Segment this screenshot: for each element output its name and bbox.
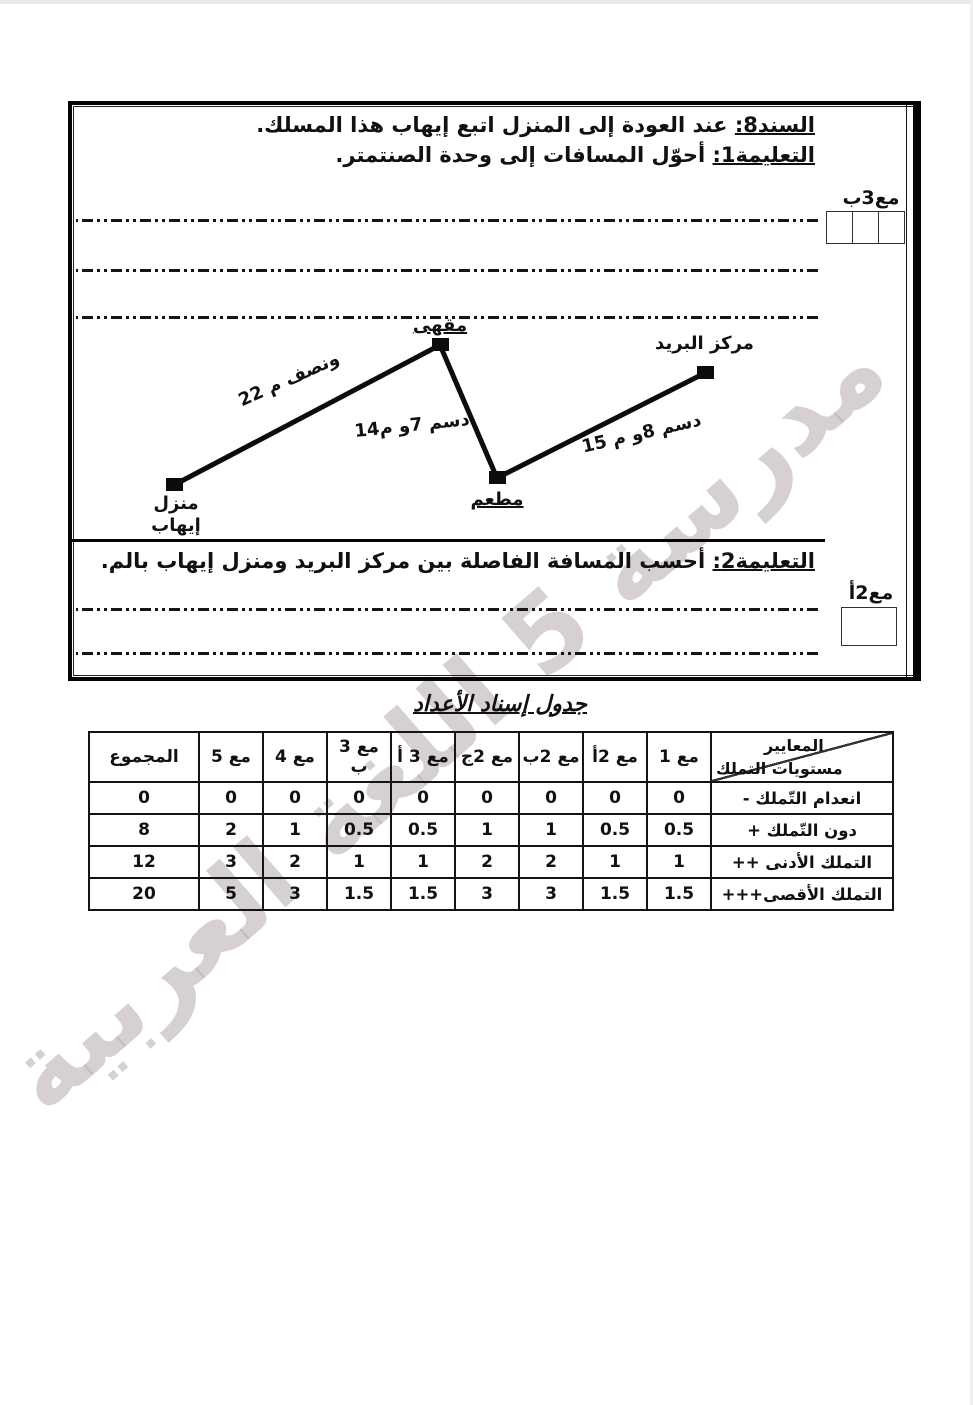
route-lines: [166, 338, 714, 491]
table-row: دون التّملك + 0.5 0.5 1 1 0.5 0.5 1 2 8: [88, 813, 894, 847]
column-header-total: المجموع: [88, 731, 200, 783]
score-cell: 1: [262, 813, 328, 847]
score-cell-total: 12: [88, 845, 200, 879]
score-cell: 1.5: [646, 877, 712, 911]
mark-grid-cell: [853, 211, 879, 244]
section2-text: التعليمة2: أحسب المسافة الفاصلة بين مركز…: [80, 547, 815, 576]
score-cell-total: 8: [88, 813, 200, 847]
score-cell: 0: [262, 781, 328, 815]
corner-label-levels: مستويات التملك: [716, 759, 843, 778]
node-label-ihab-house: منزل إيهاب: [136, 493, 216, 536]
mark-label-maa3b: مع3ب: [842, 187, 900, 209]
mark-answer-box: [841, 607, 897, 646]
score-cell: 1.5: [582, 877, 648, 911]
score-cell: 2: [518, 845, 584, 879]
score-cell: 0: [390, 781, 456, 815]
marks-column: مع3ب مع2أ: [825, 105, 917, 677]
score-cell: 0: [518, 781, 584, 815]
score-cell: 0: [646, 781, 712, 815]
score-cell-total: 0: [88, 781, 200, 815]
score-cell: 1.5: [326, 877, 392, 911]
score-cell: 1: [646, 845, 712, 879]
row-label: دون التّملك +: [710, 813, 894, 847]
exercise-content: السند8: عند العودة إلى المنزل اتبع إيهاب…: [72, 105, 825, 677]
section1-text: السند8: عند العودة إلى المنزل اتبع إيهاب…: [80, 110, 815, 171]
answer-line: [76, 652, 818, 655]
column-header: مع 1: [646, 731, 712, 783]
column-header: مع 2ب: [518, 731, 584, 783]
row-label: انعدام التّملك -: [710, 781, 894, 815]
column-header: مع 2أ: [582, 731, 648, 783]
marks-column-separator: [906, 105, 907, 677]
score-cell: 0: [198, 781, 264, 815]
node-label-restaurant: مطعم: [470, 489, 524, 510]
instruction1-label: التعليمة1:: [712, 143, 816, 168]
mark-label-maa2a: مع2أ: [848, 582, 894, 604]
answer-line: [76, 608, 818, 611]
table-row: التملك الأقصى+++ 1.5 1.5 3 3 1.5 1.5 3 5…: [88, 877, 894, 911]
score-cell: 3: [454, 877, 520, 911]
row-label: التملك الأقصى+++: [710, 877, 894, 911]
score-cell: 3: [198, 845, 264, 879]
section-divider: [72, 539, 825, 542]
score-cell: 0: [582, 781, 648, 815]
score-cell: 0: [454, 781, 520, 815]
house-label-line1: منزل: [153, 493, 199, 514]
score-cell: 1: [582, 845, 648, 879]
table-row: التملك الأدنى ++ 1 1 2 2 1 1 2 3 12: [88, 845, 894, 879]
score-cell: 2: [198, 813, 264, 847]
mark-grid-3cells: [826, 211, 905, 244]
answer-line: [76, 219, 818, 222]
sanad-text: عند العودة إلى المنزل اتبع إيهاب هذا الم…: [256, 113, 735, 137]
score-cell: 1: [518, 813, 584, 847]
score-cell: 0.5: [582, 813, 648, 847]
mark-grid-cell: [826, 211, 853, 244]
instruction2-label: التعليمة2:: [712, 549, 816, 573]
row-label: التملك الأدنى ++: [710, 845, 894, 879]
corner-label-criteria: المعايير: [764, 736, 824, 755]
instruction1-text: أحوّل المسافات إلى وحدة الصنتمتر.: [335, 143, 713, 168]
instruction1-line: التعليمة1: أحوّل المسافات إلى وحدة الصنت…: [80, 140, 815, 170]
score-cell: 3: [518, 877, 584, 911]
answer-line: [76, 316, 818, 319]
column-header: مع 2ج: [454, 731, 520, 783]
house-label-line2: إيهاب: [151, 514, 201, 536]
score-cell: 0.5: [646, 813, 712, 847]
score-cell: 3: [262, 877, 328, 911]
scan-edge-right: [970, 0, 973, 1405]
table-row: انعدام التّملك - 0 0 0 0 0 0 0 0 0: [88, 781, 894, 815]
exercise-box: مع3ب مع2أ السند8: عند العودة إلى المنزل …: [68, 101, 921, 681]
node-label-cafe: مقهى: [412, 315, 468, 336]
score-cell: 1.5: [390, 877, 456, 911]
column-header: مع 5: [198, 731, 264, 783]
sanad-line: السند8: عند العودة إلى المنزل اتبع إيهاب…: [80, 110, 815, 140]
score-table-title: جدول إسناد الأعداد: [412, 692, 587, 717]
instruction2-text: أحسب المسافة الفاصلة بين مركز البريد ومن…: [100, 549, 713, 573]
score-cell: 2: [454, 845, 520, 879]
node-label-post-office: مركز البريد: [655, 333, 754, 354]
score-table: المعايير مستويات التملك مع 1 مع 2أ مع 2ب…: [88, 731, 894, 911]
score-cell: 2: [262, 845, 328, 879]
column-header: مع 3 ب: [326, 731, 392, 783]
mark-grid-cell: [879, 211, 905, 244]
column-header: مع 3 أ: [390, 731, 456, 783]
scan-edge-top: [0, 0, 973, 4]
route-diagram: مقهى مركز البريد مطعم منزل إيهاب ونصف م …: [74, 315, 826, 541]
score-cell: 0.5: [390, 813, 456, 847]
score-cell: 1: [454, 813, 520, 847]
score-cell: 1: [390, 845, 456, 879]
score-table-corner-cell: المعايير مستويات التملك: [710, 731, 894, 783]
sanad-label: السند8:: [734, 113, 815, 137]
score-cell-total: 20: [88, 877, 200, 911]
score-cell: 5: [198, 877, 264, 911]
answer-line: [76, 269, 818, 272]
score-cell: 0.5: [326, 813, 392, 847]
score-table-header-row: المعايير مستويات التملك مع 1 مع 2أ مع 2ب…: [88, 731, 894, 783]
score-cell: 0: [326, 781, 392, 815]
score-cell: 1: [326, 845, 392, 879]
column-header: مع 4: [262, 731, 328, 783]
